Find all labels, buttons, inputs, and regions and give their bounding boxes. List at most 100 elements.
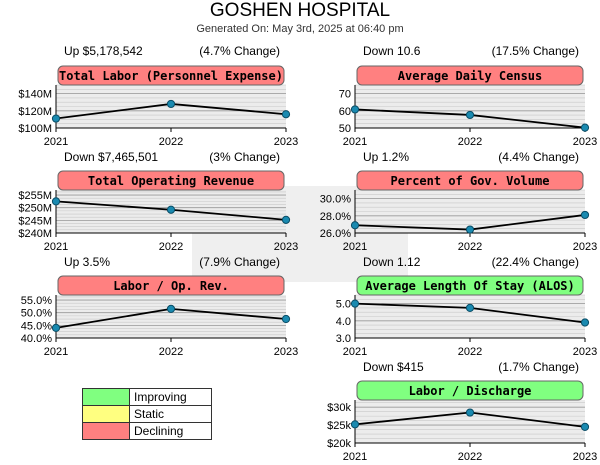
data-point: [166, 205, 176, 214]
chart-title-bar: [356, 65, 584, 86]
x-tick-label: 2023: [573, 346, 597, 358]
x-tick-label: 2023: [573, 451, 597, 463]
x-tick-label: 2023: [573, 241, 597, 253]
chart-title: Labor / Discharge: [409, 384, 532, 398]
y-tick-label: $240M: [18, 228, 52, 240]
x-tick-label: 2022: [159, 136, 183, 148]
chart-summary-change: Up 3.5%: [64, 255, 110, 269]
data-point: [580, 123, 590, 132]
data-point: [166, 304, 176, 314]
chart-summary-change: Down $415: [363, 360, 424, 374]
y-tick-label: $25k: [327, 420, 351, 432]
chart-panel-2: Down $7,465,501 (3% Change) $240M$245M$250…: [18, 150, 298, 253]
y-tick-label: $100M: [18, 123, 52, 135]
data-point: [465, 110, 475, 120]
legend-swatch-improving: [82, 388, 130, 406]
y-tick-label: 28.0%: [320, 211, 351, 223]
chart-title: Labor / Op. Rev.: [113, 279, 229, 293]
chart-summary-percent: (22.4% Change): [492, 255, 579, 269]
y-tick-label: $20k: [327, 438, 351, 450]
legend-label-declining: Declining: [129, 422, 212, 440]
legend-label-improving: Improving: [129, 388, 212, 406]
chart-title: Average Length Of Stay (ALOS): [365, 279, 575, 293]
legend-label-static: Static: [129, 405, 212, 423]
page-title: GOSHEN HOSPITAL: [209, 0, 391, 21]
data-point: [465, 408, 475, 417]
legend-swatch-declining: [82, 422, 130, 440]
chart-panel-3: Up 1.2% (4.4% Change) 26.0% 28.0% 30.0% 2021 2…: [320, 150, 597, 253]
x-tick-label: 2023: [274, 136, 298, 148]
x-tick-label: 2021: [343, 241, 367, 253]
y-tick-label: 4.0: [336, 316, 351, 328]
data-point: [580, 210, 590, 220]
chart-title: Percent of Gov. Volume: [391, 174, 550, 188]
x-tick-label: 2021: [343, 346, 367, 358]
x-tick-label: 2021: [44, 241, 68, 253]
chart-panel-5: Down 1.12 (22.4% Change) 3.0 4.0 5.0 2021 2022…: [336, 255, 598, 358]
x-tick-label: 2021: [343, 136, 367, 148]
y-tick-label: 45.0%: [21, 320, 52, 332]
x-tick-label: 2021: [44, 346, 68, 358]
data-point: [350, 105, 360, 114]
x-tick-label: 2021: [44, 136, 68, 148]
chart-summary-percent: (4.7% Change): [199, 44, 280, 58]
y-tick-label: 50.0%: [21, 308, 52, 320]
chart-title: Total Operating Revenue: [88, 174, 254, 188]
chart-summary-change: Up $5,178,542: [64, 44, 143, 58]
data-point: [465, 303, 475, 312]
x-tick-label: 2022: [458, 346, 482, 358]
chart-summary-change: Down 1.12: [363, 255, 421, 269]
chart-title-bar: [57, 170, 285, 191]
y-tick-label: $30k: [327, 402, 351, 414]
data-point: [350, 299, 360, 308]
chart-panel-6: Down $415 (1.7% Change) $20k $25k $30k 2021 20…: [327, 360, 597, 463]
x-tick-label: 2022: [159, 241, 183, 253]
y-tick-label: 50: [339, 123, 351, 135]
y-tick-label: 55.0%: [21, 295, 52, 307]
y-tick-label: 26.0%: [320, 228, 351, 240]
y-tick-label: 60: [339, 106, 351, 118]
y-tick-label: 40.0%: [21, 333, 52, 345]
data-point: [350, 221, 360, 230]
chart-title: Average Daily Census: [398, 69, 543, 83]
chart-title-bar: [57, 65, 285, 86]
chart-title-bar: [356, 170, 584, 191]
data-point: [580, 318, 590, 327]
chart-summary-percent: (17.5% Change): [492, 44, 579, 58]
chart-title-bar: [356, 275, 584, 296]
legend-row-declining: Declining: [82, 422, 212, 440]
chart-panel-1: Down 10.6 (17.5% Change) 50 60 70 2021 2022 202…: [339, 44, 597, 148]
page-subtitle: Generated On: May 3rd, 2025 at 06:40 pm: [196, 23, 404, 35]
chart-title: Total Labor (Personnel Expense): [59, 69, 283, 83]
y-tick-label: 3.0: [336, 333, 351, 345]
y-tick-label: $120M: [18, 106, 52, 118]
y-tick-label: 70: [339, 89, 351, 101]
chart-summary-percent: (4.4% Change): [498, 150, 579, 164]
legend-row-static: Static: [82, 405, 212, 423]
legend-row-improving: Improving: [82, 388, 212, 406]
data-point: [465, 225, 475, 234]
y-tick-label: $245M: [18, 215, 52, 227]
data-point: [166, 99, 176, 109]
x-tick-label: 2022: [458, 136, 482, 148]
y-tick-label: $250M: [18, 203, 52, 215]
chart-summary-change: Up 1.2%: [363, 150, 409, 164]
data-point: [281, 110, 291, 119]
chart-summary-change: Down 10.6: [363, 44, 421, 58]
chart-summary-change: Down $7,465,501: [64, 150, 158, 164]
chart-panel-0: Up $5,178,542 (4.7% Change) $100M $120M $140…: [18, 44, 298, 148]
legend: Improving Static Declining: [82, 388, 212, 440]
chart-title-bar: [356, 380, 584, 401]
x-tick-label: 2022: [458, 451, 482, 463]
x-tick-label: 2021: [343, 451, 367, 463]
chart-panel-4: Up 3.5% (7.9% Change) 40.0%45.0%50.0%55.0%…: [21, 255, 298, 358]
data-point: [51, 323, 61, 332]
data-point: [281, 215, 291, 224]
data-point: [350, 420, 360, 429]
chart-summary-percent: (7.9% Change): [199, 255, 280, 269]
y-tick-label: 5.0: [336, 299, 351, 311]
x-tick-label: 2022: [458, 241, 482, 253]
x-tick-label: 2023: [274, 346, 298, 358]
data-point: [281, 314, 291, 324]
